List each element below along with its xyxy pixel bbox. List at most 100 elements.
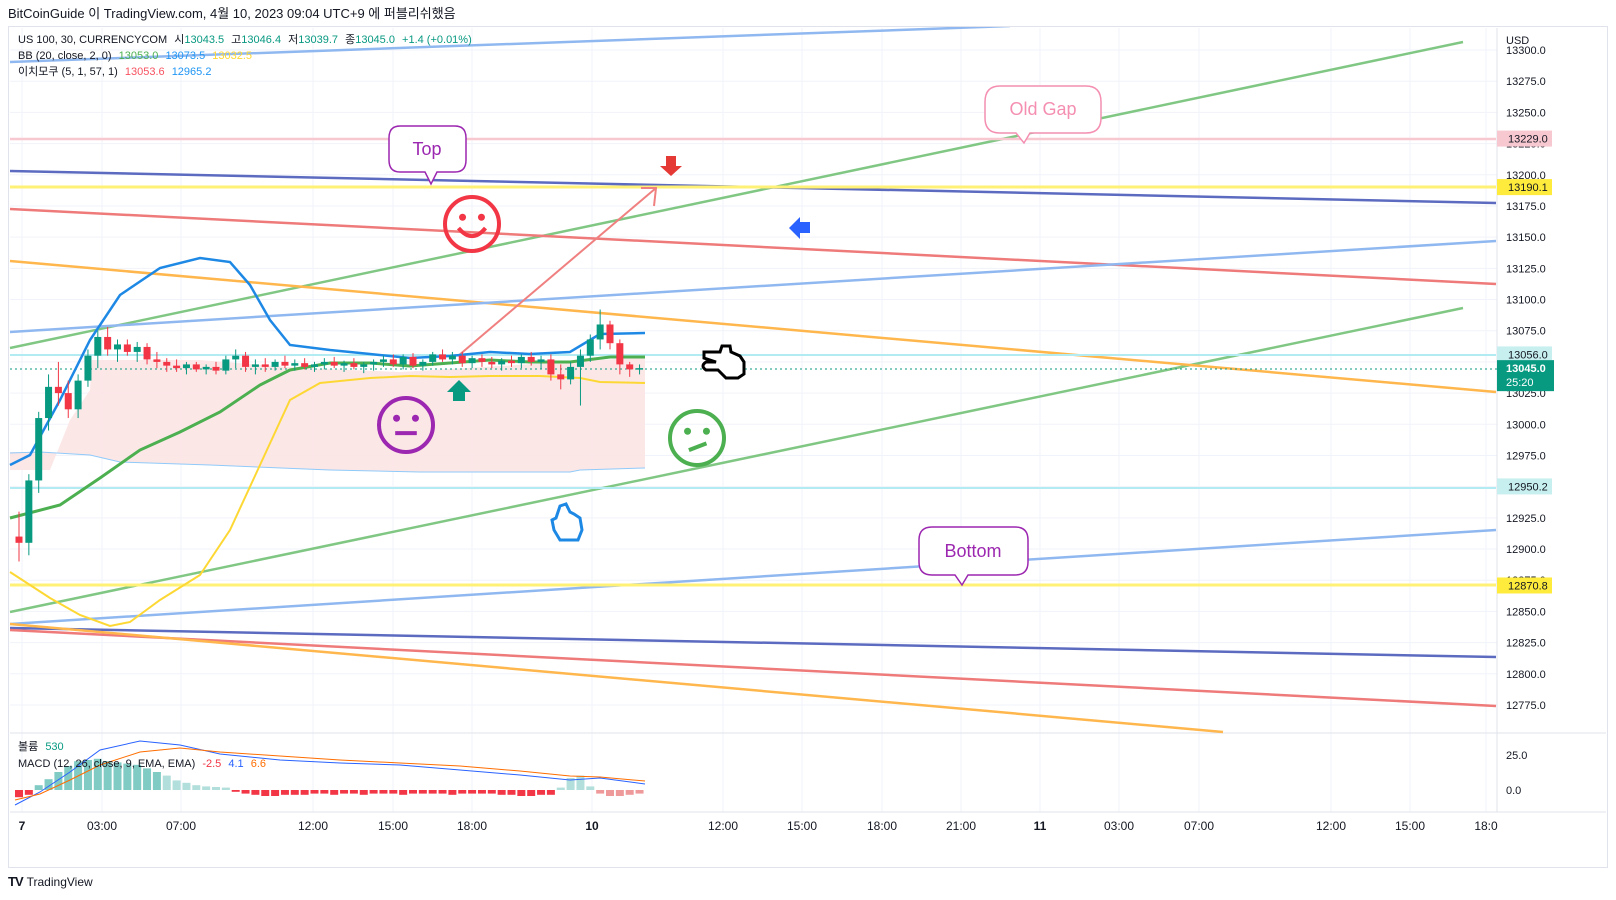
trendlines[interactable]	[9, 27, 1497, 734]
bollinger-bands	[9, 256, 646, 628]
bb-label: BB (20, close, 2, 0)	[18, 50, 112, 62]
footer[interactable]: TV TradingView	[8, 874, 93, 889]
candle-body	[133, 346, 141, 352]
low-label: 저	[288, 34, 299, 46]
macd-bar	[152, 772, 161, 790]
time-tick: 18:00	[867, 819, 897, 833]
macd-bar	[143, 768, 152, 790]
price-tick: 12900.0	[1506, 544, 1546, 556]
macd-bar	[477, 790, 486, 794]
time-tick: 18:00	[457, 819, 487, 833]
ichimoku-a-value: 13053.6	[124, 66, 165, 78]
confused-face-icon	[668, 409, 726, 467]
time-tick: 15:00	[378, 819, 408, 833]
macd-bar	[409, 790, 417, 794]
legend-bb[interactable]: BB (20, close, 2, 0) 13053.0 13073.5 130…	[18, 48, 256, 64]
high-label: 고	[231, 34, 242, 46]
macd-bar	[310, 790, 319, 794]
macd-bar	[290, 790, 299, 795]
candle-body	[261, 364, 269, 367]
candle-body	[636, 368, 644, 370]
bb-upper-line	[9, 256, 646, 467]
candle-body	[84, 355, 92, 381]
candle-body	[508, 360, 515, 364]
price-tick: 12975.0	[1506, 450, 1546, 462]
price-badge	[1497, 346, 1552, 363]
candle-body	[350, 363, 358, 367]
time-tick: 12:00	[298, 819, 328, 833]
legend-volume[interactable]: 볼륨 530	[18, 739, 68, 755]
high-value: 13046.4	[241, 34, 282, 46]
low-value: 13039.7	[298, 34, 339, 46]
trend-line	[9, 306, 1464, 614]
macd-tick: 0.0	[1506, 785, 1521, 797]
macd-bar	[133, 764, 142, 790]
price-axis[interactable]: USD13300.013275.013250.013225.013200.013…	[1497, 35, 1554, 712]
callout-bottom[interactable]: Bottom	[918, 526, 1029, 587]
macd-bar	[54, 772, 63, 790]
candle-body	[626, 364, 634, 370]
candle-body	[182, 364, 190, 369]
price-tick: 13100.0	[1506, 295, 1546, 307]
candle-body	[409, 356, 417, 366]
macd-bar	[507, 790, 516, 795]
countdown-label: 25:20	[1506, 377, 1534, 389]
face-eye	[459, 213, 467, 221]
callout-top[interactable]: Top	[388, 125, 467, 186]
macd-bar	[379, 790, 388, 794]
macd-bar	[458, 790, 467, 794]
candle-body	[379, 359, 387, 362]
candle-body	[251, 364, 259, 367]
candle-body	[370, 361, 378, 365]
time-axis[interactable]: 7 03:00 07:00 12:00 15:00 18:00 10 12:00 15:00 18…	[19, 819, 1498, 833]
candle-body	[202, 366, 210, 370]
macd-bar	[615, 790, 624, 796]
face-eye	[684, 427, 692, 435]
legend-macd[interactable]: MACD (12, 26, close, 9, EMA, EMA) -2.5 4…	[18, 756, 270, 772]
close-label: 종	[345, 34, 356, 46]
target-arrow-head	[641, 187, 658, 207]
symbol-label: US 100, 30, CURRENCYCOM	[18, 34, 168, 46]
face-eye	[702, 427, 710, 435]
macd-hist-value: -2.5	[202, 758, 222, 770]
macd-line	[14, 740, 646, 806]
candle-body	[360, 364, 368, 367]
trend-line	[9, 27, 1011, 64]
candle-body	[586, 339, 594, 356]
chart-canvas[interactable]: USD13300.013275.013250.013225.013200.013…	[9, 27, 1607, 867]
macd-bar	[93, 758, 102, 790]
price-badge-label: 12950.2	[1508, 481, 1548, 493]
face-mouth	[456, 226, 488, 239]
macd-bar	[202, 786, 211, 790]
macd-bar	[527, 790, 536, 796]
price-tick: 13000.0	[1506, 419, 1546, 431]
chart-frame	[8, 26, 1608, 868]
legend-ichimoku[interactable]: 이치모쿠 (5, 1, 57, 1) 13053.6 12965.2	[18, 64, 215, 80]
ichimoku-b-value: 12965.2	[171, 66, 212, 78]
macd-bar	[359, 790, 368, 795]
time-tick: 03:00	[1104, 819, 1134, 833]
candle-body	[173, 365, 181, 369]
price-badge-label: 13229.0	[1508, 134, 1548, 146]
macd-bar	[212, 787, 220, 790]
bb-lower-line	[9, 374, 646, 628]
price-badge	[1497, 179, 1552, 196]
price-tick: 12775.0	[1506, 700, 1546, 712]
macd-bar	[182, 782, 191, 790]
drawings[interactable]	[377, 156, 810, 542]
macd-bar	[586, 786, 595, 790]
candle-body	[311, 364, 318, 367]
macd-bar	[44, 779, 53, 790]
face-eye	[477, 213, 485, 221]
candle-body	[301, 363, 309, 367]
macd-bar	[576, 775, 585, 790]
macd-bar	[635, 790, 644, 794]
macd-bar	[320, 790, 329, 794]
tradingview-logo-icon: TV	[8, 874, 24, 889]
candles[interactable]	[15, 309, 644, 562]
candle-body	[439, 354, 447, 360]
time-tick: 15:00	[787, 819, 817, 833]
macd-bar	[83, 760, 92, 790]
macd-bar	[418, 790, 427, 794]
callout-old-gap[interactable]: Old Gap	[984, 85, 1102, 145]
